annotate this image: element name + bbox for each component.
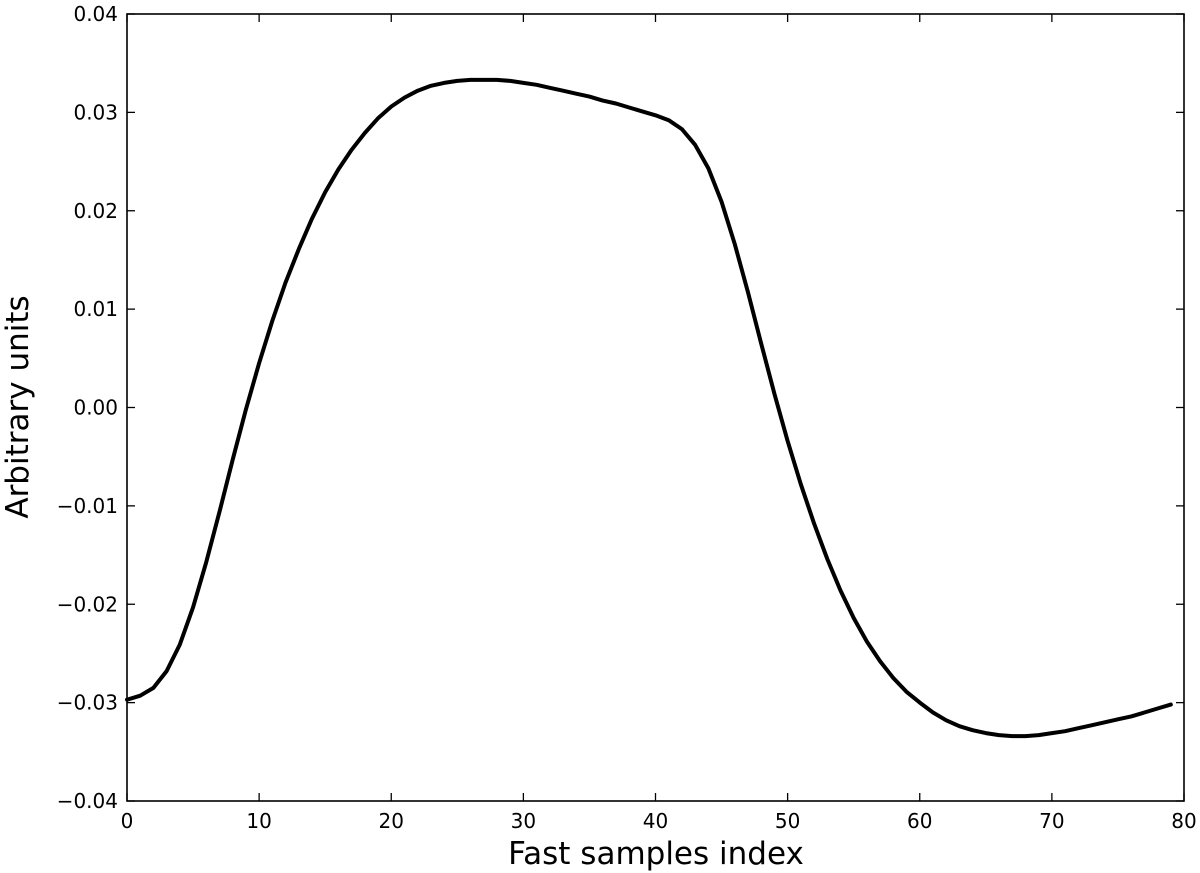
y-tick-label: 0.04 [73,2,118,26]
x-tick-label: 70 [1039,809,1064,833]
x-tick-label: 0 [121,809,134,833]
x-tick-label: 50 [775,809,800,833]
plot-frame [126,13,1185,802]
y-tick-label: −0.03 [57,691,118,715]
series-line [125,77,1173,739]
y-tick-label: 0.03 [73,100,118,124]
y-axis-label: Arbitrary units [0,295,36,518]
y-tick-label: −0.01 [57,494,118,518]
x-axis-label: Fast samples index [508,836,804,872]
x-tick-label: 60 [907,809,932,833]
y-tick-label: 0.02 [73,199,118,223]
y-tick-label: 0.01 [73,297,118,321]
y-tick-label: 0.00 [73,396,118,420]
y-tick-label: −0.02 [57,592,118,616]
plot-area [127,14,1184,801]
x-tick-label: 40 [643,809,668,833]
x-tick-label: 10 [246,809,271,833]
y-tick-label: −0.04 [57,789,118,813]
tick-labels: 0 10 20 30 40 50 60 70 80 −0.04 −0.03 −0.02 −0.01 0.0… [57,2,1197,833]
x-tick-label: 20 [379,809,404,833]
x-tick-label: 80 [1171,809,1196,833]
x-tick-label: 30 [511,809,536,833]
